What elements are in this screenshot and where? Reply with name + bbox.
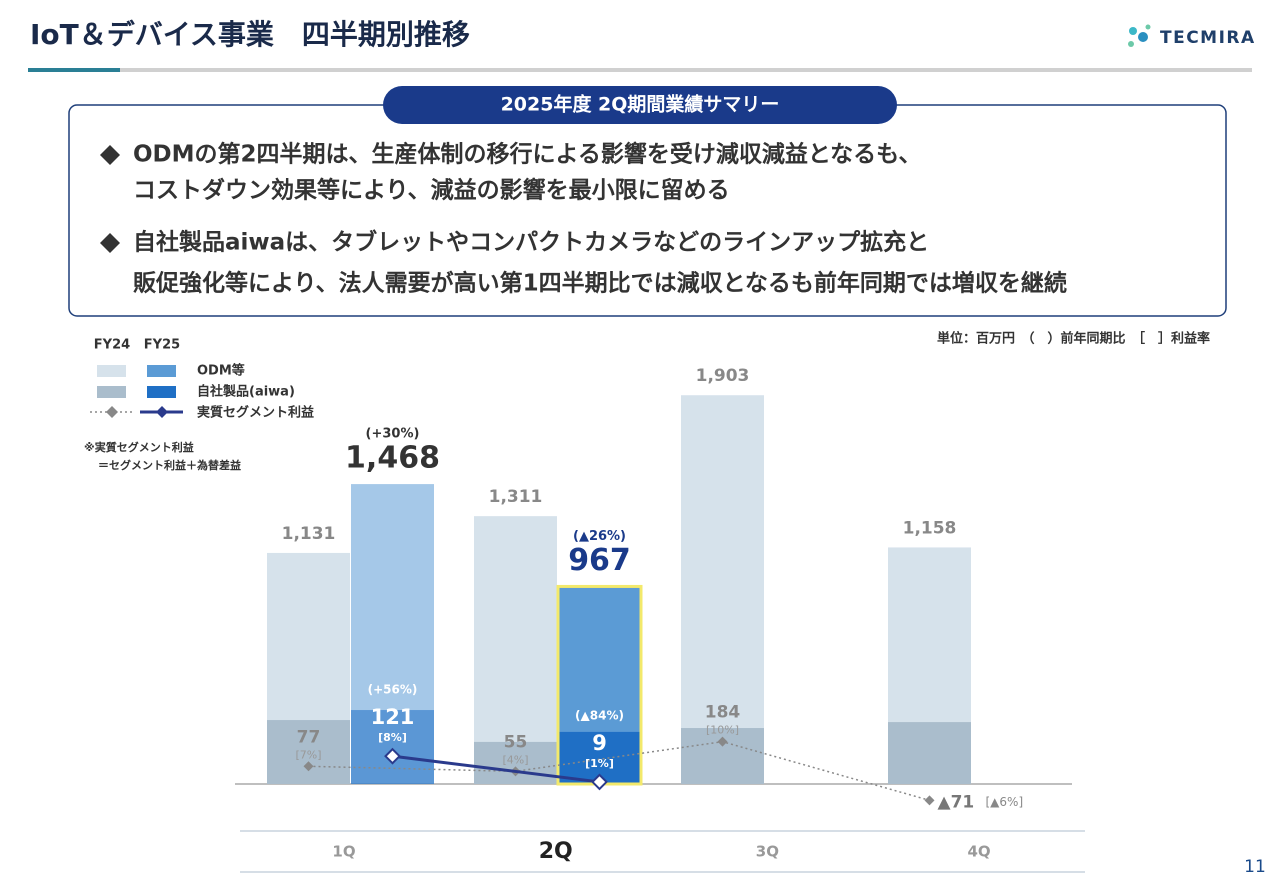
yoy-label: (+56%) bbox=[368, 683, 418, 697]
profit-line bbox=[308, 740, 930, 802]
bar-segment bbox=[888, 722, 971, 784]
bar-total bbox=[474, 516, 557, 784]
bullet-marker bbox=[100, 145, 120, 165]
note: ※実質セグメント利益 bbox=[84, 440, 194, 454]
total-label: 1,131 bbox=[282, 524, 336, 544]
yoy-label: (▲84%) bbox=[575, 708, 624, 722]
header-rule bbox=[28, 68, 1252, 72]
legend-marker bbox=[106, 406, 118, 418]
margin-label: [1%] bbox=[585, 757, 614, 770]
bullet-marker bbox=[100, 233, 120, 253]
total-label: 1,311 bbox=[489, 487, 543, 507]
margin-label: [7%] bbox=[295, 748, 321, 761]
yoy-label: (+30%) bbox=[366, 427, 420, 442]
profit-marker bbox=[924, 795, 935, 806]
margin-label: [10%] bbox=[706, 724, 739, 737]
total-label: 1,468 bbox=[345, 441, 440, 476]
profit-marker bbox=[591, 773, 608, 791]
legend-label: 自社製品(aiwa) bbox=[197, 384, 295, 400]
bar-total bbox=[681, 395, 764, 784]
legend-label: ODM等 bbox=[197, 363, 245, 379]
legend-swatch bbox=[147, 386, 176, 398]
bullet-text: 自社製品aiwaは、タブレットやコンパクトカメラなどのラインアップ拡充と bbox=[133, 229, 929, 256]
profit-label: 55 bbox=[504, 732, 528, 752]
x-tick-label: 1Q bbox=[332, 843, 355, 861]
margin-label: [4%] bbox=[502, 753, 528, 766]
margin-label: [▲6%] bbox=[986, 795, 1024, 809]
total-label: 1,158 bbox=[903, 518, 957, 538]
legend-year: FY24 bbox=[94, 338, 130, 353]
profit-label: 184 bbox=[705, 703, 741, 723]
profit-marker bbox=[384, 747, 401, 765]
x-tick-label: 2Q bbox=[539, 839, 573, 864]
profit-label: 9 bbox=[592, 731, 607, 755]
total-label: 967 bbox=[568, 543, 631, 578]
x-tick-label: 4Q bbox=[967, 843, 990, 861]
summary-pill bbox=[383, 86, 897, 124]
slide-title: IoT＆デバイス事業 四半期別推移 bbox=[30, 18, 470, 51]
logo-text: TECMIRA bbox=[1160, 28, 1256, 48]
profit-label: ▲71 bbox=[938, 792, 975, 812]
bar-segment bbox=[474, 741, 557, 784]
header-accent bbox=[28, 68, 120, 72]
page-number: 11 bbox=[1244, 857, 1266, 877]
logo-icon bbox=[1128, 24, 1151, 47]
yoy-label: (▲26%) bbox=[573, 529, 626, 544]
bar-segment bbox=[267, 720, 350, 784]
margin-label: [8%] bbox=[378, 731, 407, 744]
unit-note: 単位：百万円 （ ）前年同期比 ［ ］利益率 bbox=[937, 331, 1210, 347]
profit-line bbox=[392, 754, 600, 784]
bar-segment bbox=[351, 710, 434, 784]
bullet-text: ODMの第2四半期は、生産体制の移行による影響を受け減収減益となるも、 bbox=[133, 141, 921, 168]
summary-title: 2025年度 2Q期間業績サマリー bbox=[501, 93, 780, 116]
legend-label: 実質セグメント利益 bbox=[197, 405, 314, 421]
legend-swatch bbox=[97, 365, 126, 377]
profit-marker bbox=[717, 736, 728, 747]
profit-label: 77 bbox=[297, 727, 321, 747]
note: ＝セグメント利益＋為替差益 bbox=[98, 458, 241, 472]
profit-label: 121 bbox=[371, 705, 415, 729]
legend-marker bbox=[156, 406, 168, 418]
profit-marker bbox=[303, 761, 314, 772]
total-label: 1,903 bbox=[696, 366, 750, 386]
x-tick-label: 3Q bbox=[756, 843, 779, 861]
legend-swatch bbox=[97, 386, 126, 398]
legend-year: FY25 bbox=[144, 338, 180, 353]
legend-swatch bbox=[147, 365, 176, 377]
bullet-text: コストダウン効果等により、減益の影響を最小限に留める bbox=[133, 177, 730, 204]
bullet-text: 販促強化等により、法人需要が高い第1四半期比では減収となるも前年同期では増収を継… bbox=[133, 270, 1067, 297]
